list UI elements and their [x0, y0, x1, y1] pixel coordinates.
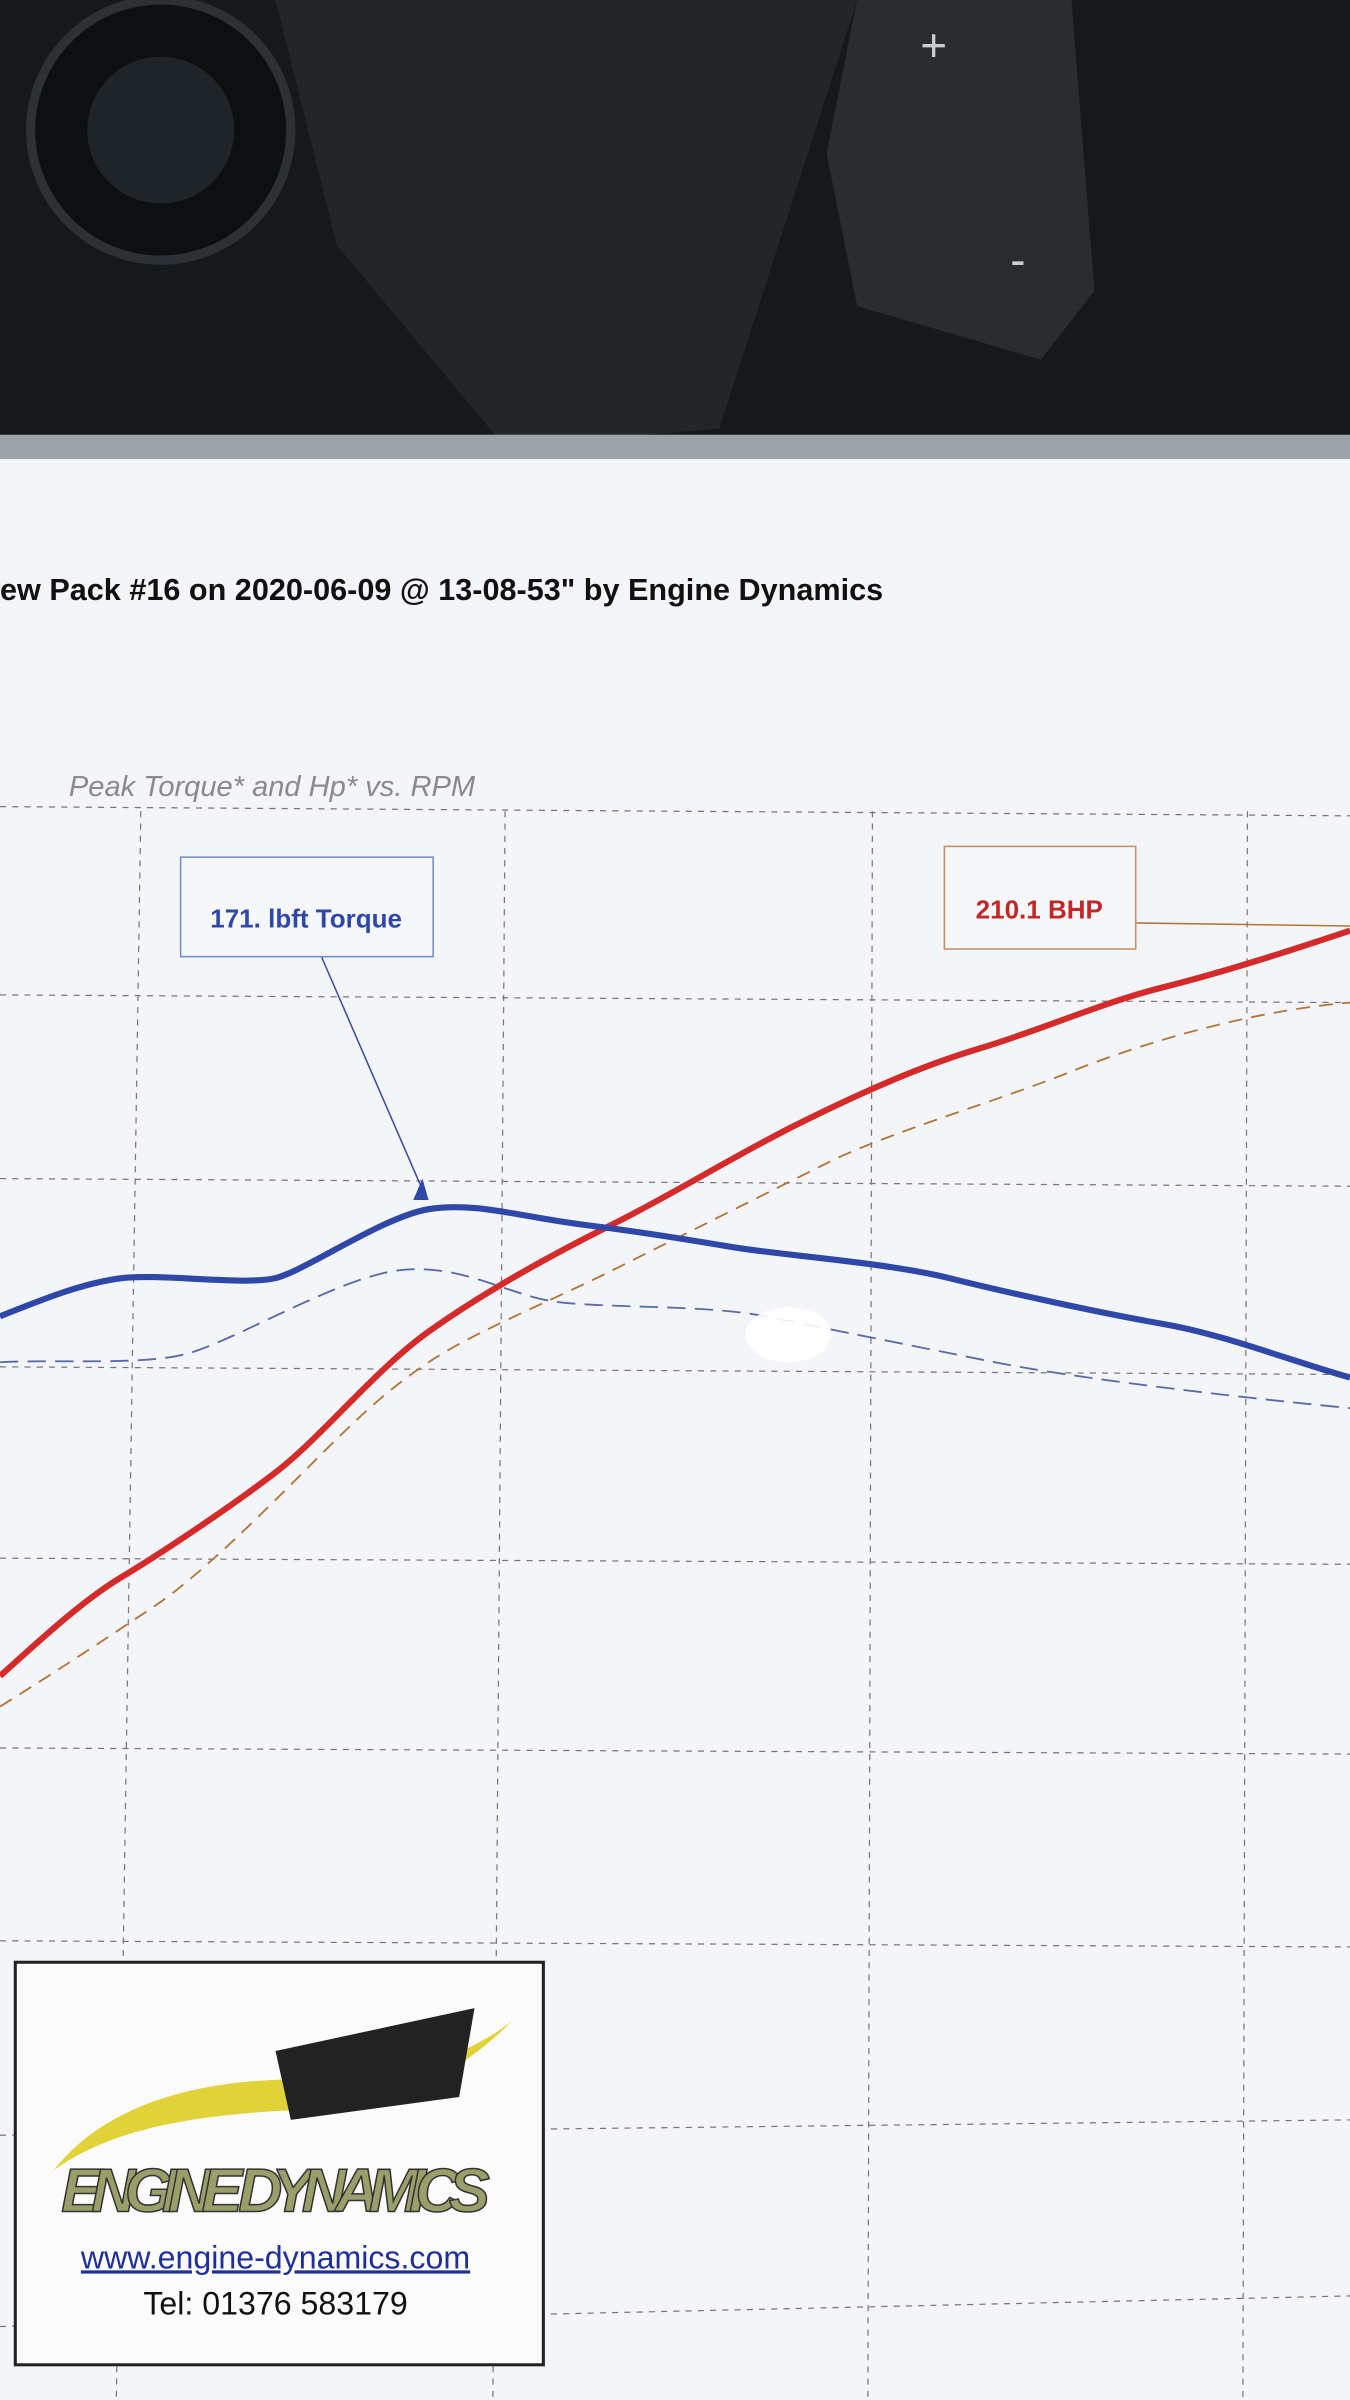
logo-name: ENGINE DYNAMICS [61, 2157, 490, 2225]
grid-line [0, 1177, 1350, 1187]
paddle [826, 0, 1095, 360]
glare [745, 1307, 832, 1363]
grid-line [0, 1366, 1350, 1376]
grid-line [0, 1557, 1350, 1565]
grid-line [867, 811, 874, 2400]
gauge-center [87, 56, 235, 204]
torque-arrowhead [413, 1178, 429, 1200]
power-curve [0, 927, 1350, 1679]
torque-curve-dashed [0, 1268, 1350, 1410]
logo-flag [275, 2008, 475, 2120]
logo-phone: Tel: 01376 583179 [143, 2285, 407, 2321]
logo-swoosh [53, 2020, 513, 2171]
power-label: 210.1 BHP [976, 894, 1103, 924]
power-curve-dashed [0, 1001, 1350, 1708]
sleeve-edge [0, 434, 1350, 460]
power-callout [943, 845, 1137, 950]
logo-url: www.engine-dynamics.com [80, 2239, 470, 2275]
grid-line [0, 1747, 1350, 1755]
grid-line [1242, 811, 1249, 2400]
grid-line [0, 1940, 1350, 1948]
grid-line [0, 994, 1350, 1004]
power-pointer [1135, 922, 1350, 927]
report-title: ew Pack #16 on 2020-06-09 @ 13-08-53" by… [0, 573, 883, 607]
steering-wheel [275, 0, 858, 447]
torque-curve [0, 1204, 1350, 1381]
torque-label: 171. lbft Torque [210, 904, 402, 934]
chart-subtitle: Peak Torque* and Hp* vs. RPM [69, 771, 476, 803]
control-plus: + [920, 19, 947, 71]
logo: ENGINE DYNAMICS www.engine-dynamics.com … [13, 1960, 545, 2367]
grid-line [0, 806, 1350, 817]
torque-pointer [320, 956, 422, 1187]
torque-callout [179, 856, 434, 958]
control-minus: - [1010, 234, 1025, 286]
